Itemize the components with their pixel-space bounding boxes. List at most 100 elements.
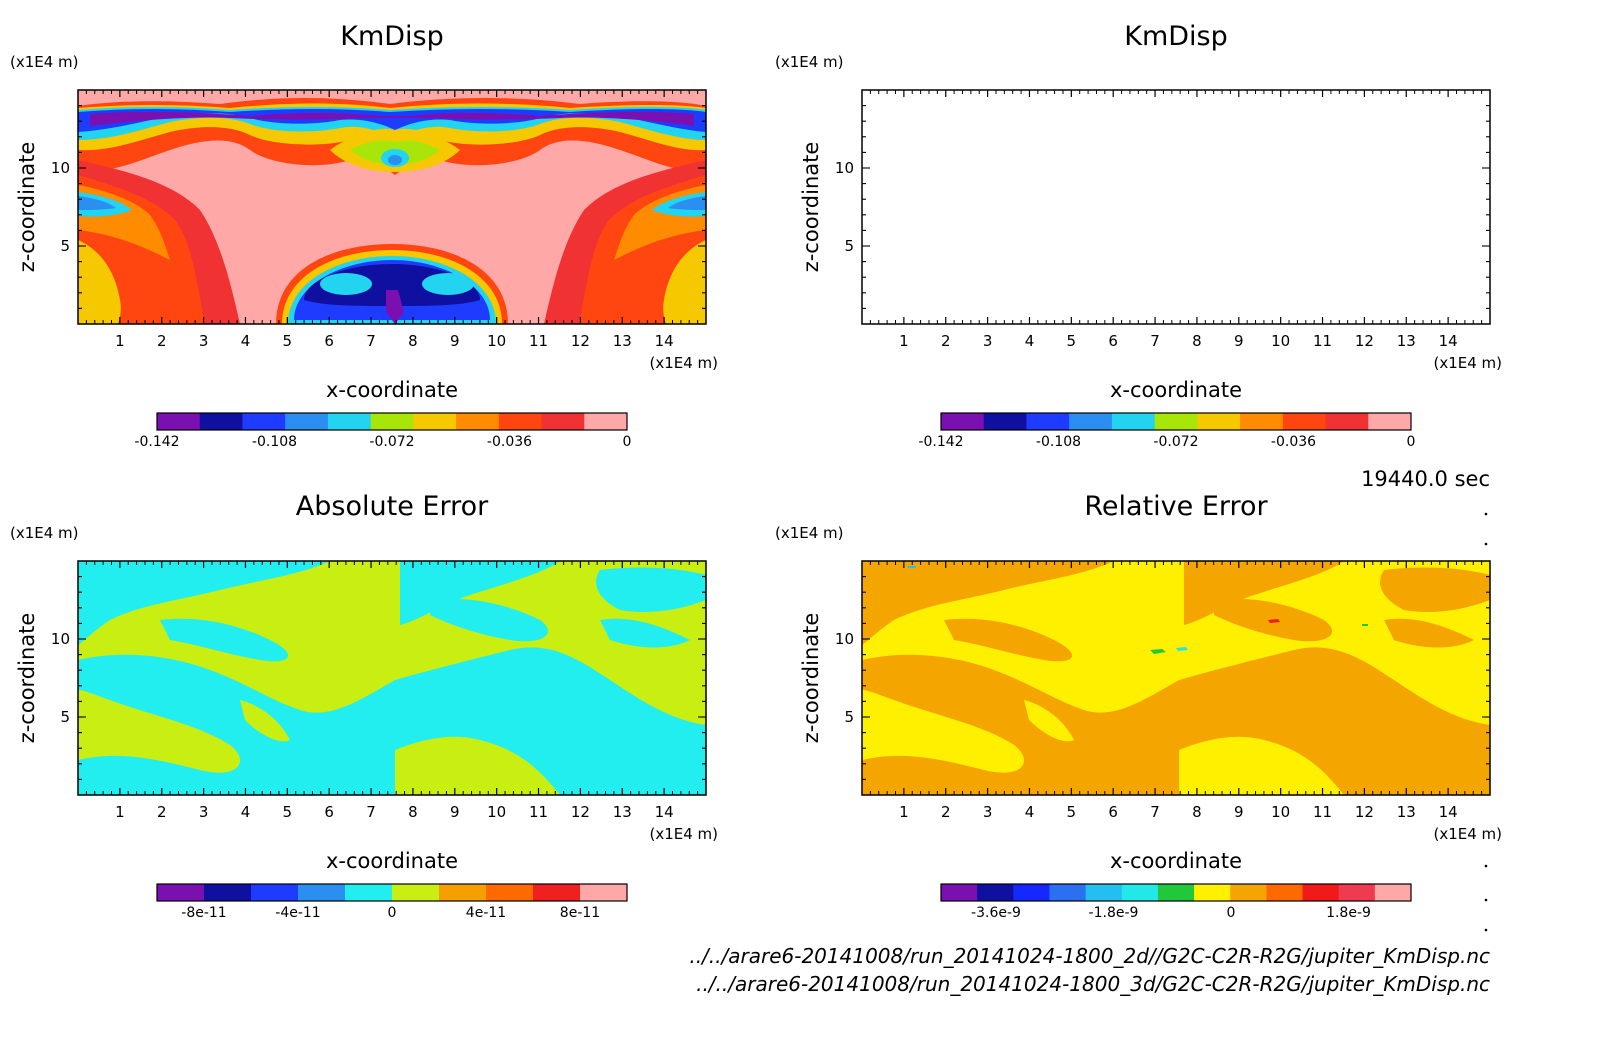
x-axis-ticks: 1 2 3 4 5 6 7 8 9 10 11 12 13 14 [869,90,1483,350]
colorbar-tick-label: -0.142 [918,434,963,450]
colorbar-swatch [541,413,585,430]
x-tick-label: 5 [283,332,293,350]
colorbar-swatch [977,884,1014,901]
colorbar-swatch [498,413,543,430]
colorbar-swatch [1230,884,1267,901]
x-tick-label: 10 [1271,332,1290,350]
x-tick-label: 13 [613,332,632,350]
colorbar-tick-label: -0.108 [1036,434,1081,450]
colorbar-tick-label: -0.142 [134,434,179,450]
x-tick-label: 10 [487,803,506,821]
x-tick-label: 13 [1397,332,1416,350]
x-tick-label: 1 [115,332,125,350]
colorbar-swatch [242,413,286,430]
x-tick-label: 11 [529,803,548,821]
x-tick-label: 4 [1025,332,1035,350]
colorbar-swatch [345,884,393,901]
x-axis-label: x-coordinate [326,378,458,402]
x-unit-label: (x1E4 m) [649,354,718,372]
colorbar-tick-label: -0.072 [369,434,414,450]
colorbar-tick-label: 0 [1227,905,1236,921]
colorbar-swatch [1338,884,1376,901]
y-unit-label: (x1E4 m) [10,524,79,542]
x-tick-label: 8 [1192,332,1202,350]
colorbar-swatch [439,884,487,901]
colorbar-swatch [251,884,299,901]
x-tick-label: 13 [1397,803,1416,821]
x-tick-label: 2 [941,803,951,821]
colorbar-tick-label: 4e-11 [466,905,506,921]
file-path-2d: ../../arare6-20141008/run_20141024-1800_… [689,944,1490,968]
plot-frame [861,560,1491,796]
x-tick-label: 3 [199,803,209,821]
colorbar-swatch [327,413,372,430]
x-axis-label: x-coordinate [1110,378,1242,402]
colorbar-swatch [1194,884,1231,901]
colorbar-swatch [941,413,985,430]
margin-dots [1484,512,1488,932]
colorbar-swatch [456,413,500,430]
colorbar-swatch [413,413,457,430]
colorbar-swatch [1049,884,1087,901]
x-tick-label: 7 [1150,332,1160,350]
x-tick-label: 9 [450,803,460,821]
colorbar-tick-label: 8e-11 [560,905,600,921]
colorbar-tick-label: -0.108 [252,434,297,450]
colorbar: -8e-11 -4e-11 0 4e-11 8e-11 [156,883,628,921]
plot-frame [861,89,1491,325]
y-unit-label: (x1E4 m) [10,53,79,71]
colorbar-swatch [370,413,414,430]
colorbar-tick-label: -8e-11 [181,905,226,921]
y-axis-ticks: 5 10 [51,576,706,780]
colorbar-tick-label: -1.8e-9 [1089,905,1139,921]
panel-relative-error: Relative Error (x1E4 m) 1 2 3 4 5 6 7 8 9 10 11 12 1… [775,491,1502,921]
y-tick-label: 5 [844,237,854,255]
colorbar-frame [940,883,1412,902]
x-tick-label: 11 [1313,332,1332,350]
x-tick-label: 11 [529,332,548,350]
colorbar-swatch [1013,884,1050,901]
x-tick-label: 6 [324,332,334,350]
colorbar-swatch [1325,413,1369,430]
x-tick-label: 3 [983,803,993,821]
x-tick-label: 14 [1439,803,1458,821]
colorbar-swatch [1085,884,1123,901]
plot-frame [77,560,707,796]
contour-field [78,90,706,324]
x-axis-ticks: 1 2 3 4 5 6 7 8 9 10 11 12 13 14 [85,561,699,821]
x-tick-label: 4 [241,803,251,821]
colorbar-swatch [533,884,581,901]
y-tick-label: 10 [835,159,854,177]
x-tick-label: 9 [450,332,460,350]
y-axis-ticks: 5 10 [51,105,706,309]
colorbar-swatch [1368,413,1412,430]
x-tick-label: 10 [1271,803,1290,821]
x-tick-label: 7 [366,803,376,821]
contour-field [862,90,1490,324]
colorbar-swatch [1157,884,1195,901]
x-tick-label: 6 [1108,803,1118,821]
x-tick-label: 1 [899,332,909,350]
x-tick-label: 10 [487,332,506,350]
x-tick-label: 7 [366,332,376,350]
colorbar-swatch [1197,413,1241,430]
colorbar-swatch [1069,413,1113,430]
x-tick-label: 6 [1108,332,1118,350]
colorbar-frame [156,412,628,431]
colorbar-swatch [580,884,628,901]
y-tick-label: 10 [835,630,854,648]
x-tick-label: 12 [1355,332,1374,350]
x-tick-label: 7 [1150,803,1160,821]
colorbar-swatch [1111,413,1156,430]
colorbar-swatch [1026,413,1070,430]
colorbar: -0.142 -0.108 -0.072 -0.036 0 [918,412,1415,450]
panel-title: KmDisp [340,21,444,52]
x-axis-label: x-coordinate [1110,849,1242,873]
x-tick-label: 9 [1234,332,1244,350]
x-tick-label: 14 [655,332,674,350]
y-axis-label: z-coordinate [15,613,39,744]
y-tick-label: 10 [51,159,70,177]
colorbar-swatch [983,413,1027,430]
y-axis-ticks: 5 10 [835,576,1490,780]
colorbar-swatch [1121,884,1159,901]
